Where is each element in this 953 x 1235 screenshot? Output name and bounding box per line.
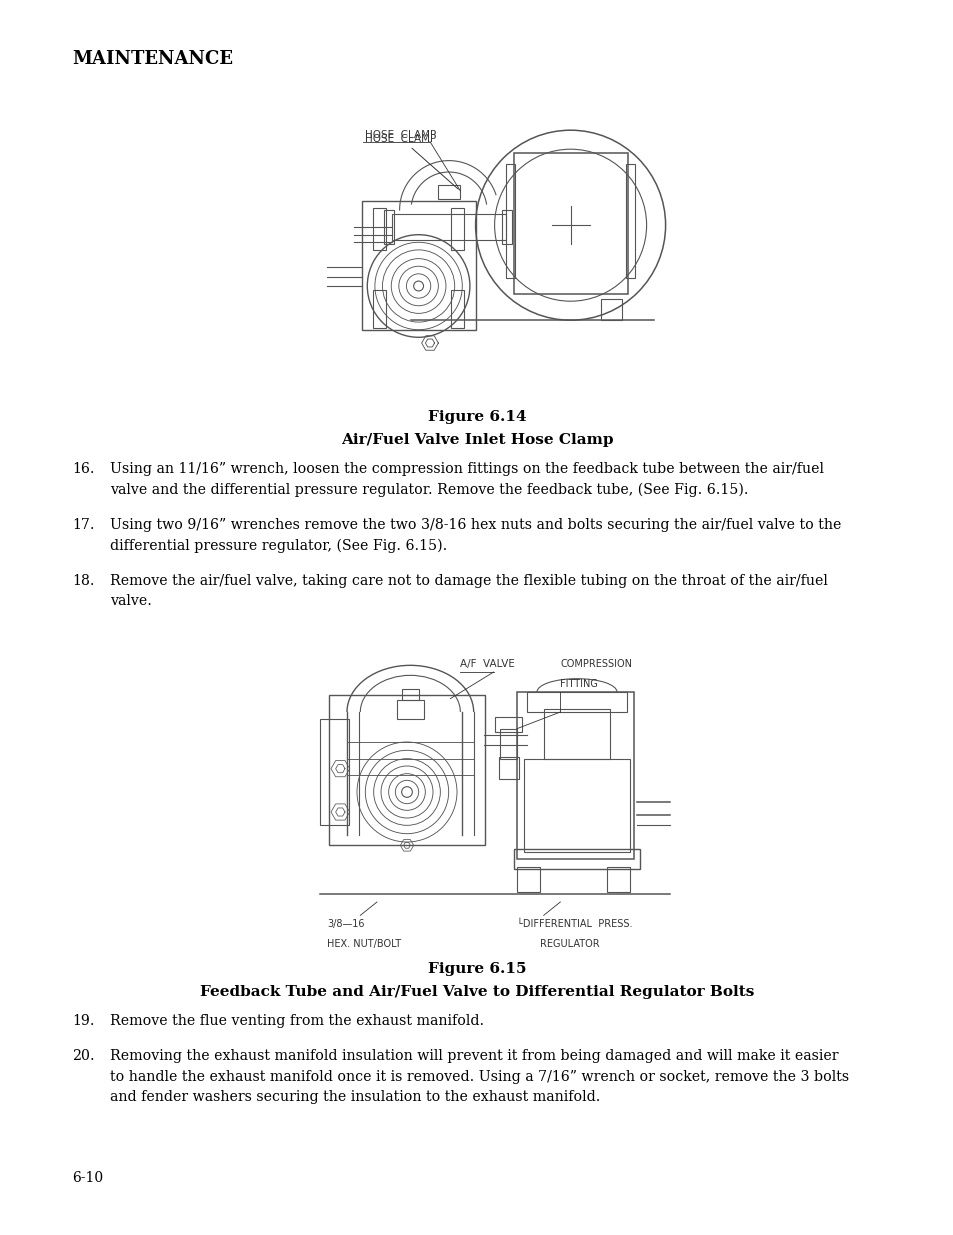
Bar: [373, 290, 386, 327]
Text: and fender washers securing the insulation to the exhaust manifold.: and fender washers securing the insulati…: [110, 1091, 599, 1104]
Bar: [498, 757, 518, 778]
Bar: [392, 214, 505, 241]
Text: Removing the exhaust manifold insulation will prevent it from being damaged and : Removing the exhaust manifold insulation…: [110, 1050, 838, 1063]
Bar: [513, 153, 627, 294]
Text: HOSE  CLAMP: HOSE CLAMP: [365, 130, 436, 140]
Text: HOSE  CLAMP: HOSE CLAMP: [365, 133, 457, 189]
Text: Using an 11/16” wrench, loosen the compression fittings on the feedback tube bet: Using an 11/16” wrench, loosen the compr…: [110, 462, 823, 475]
Bar: [401, 689, 418, 700]
Bar: [505, 164, 515, 278]
Bar: [361, 200, 476, 330]
Text: Air/Fuel Valve Inlet Hose Clamp: Air/Fuel Valve Inlet Hose Clamp: [340, 433, 613, 447]
Text: 17.: 17.: [71, 517, 94, 532]
Bar: [451, 290, 464, 327]
Bar: [396, 700, 423, 719]
Bar: [451, 209, 464, 249]
Text: 16.: 16.: [71, 462, 94, 475]
Text: Feedback Tube and Air/Fuel Valve to Differential Regulator Bolts: Feedback Tube and Air/Fuel Valve to Diff…: [199, 986, 754, 999]
Text: Remove the flue venting from the exhaust manifold.: Remove the flue venting from the exhaust…: [110, 1014, 483, 1028]
Text: 19.: 19.: [71, 1014, 94, 1028]
Bar: [523, 758, 630, 852]
Bar: [373, 209, 386, 249]
Text: REGULATOR: REGULATOR: [539, 939, 599, 948]
Text: FITTING: FITTING: [559, 679, 598, 689]
Text: Figure 6.14: Figure 6.14: [427, 410, 526, 424]
Text: Using two 9/16” wrenches remove the two 3/8-16 hex nuts and bolts securing the a: Using two 9/16” wrenches remove the two …: [110, 517, 841, 532]
Bar: [543, 709, 610, 758]
Text: 18.: 18.: [71, 574, 94, 588]
Bar: [517, 692, 633, 858]
Text: valve and the differential pressure regulator. Remove the feedback tube, (See Fi: valve and the differential pressure regu…: [110, 483, 748, 496]
Bar: [501, 210, 511, 245]
Bar: [495, 718, 521, 732]
Text: 3/8—16: 3/8—16: [327, 919, 364, 929]
Text: 6-10: 6-10: [71, 1171, 103, 1186]
Bar: [329, 695, 485, 845]
Text: Remove the air/fuel valve, taking care not to damage the flexible tubing on the : Remove the air/fuel valve, taking care n…: [110, 574, 827, 588]
Text: differential pressure regulator, (See Fig. 6.15).: differential pressure regulator, (See Fi…: [110, 538, 447, 553]
Text: Figure 6.15: Figure 6.15: [427, 962, 526, 976]
Text: └DIFFERENTIAL  PRESS.: └DIFFERENTIAL PRESS.: [517, 919, 632, 929]
Bar: [517, 867, 539, 892]
Bar: [320, 719, 348, 825]
Text: A/F  VALVE: A/F VALVE: [460, 658, 515, 668]
Text: MAINTENANCE: MAINTENANCE: [71, 49, 233, 68]
Text: 20.: 20.: [71, 1050, 94, 1063]
Bar: [437, 185, 460, 199]
Text: HEX. NUT/BOLT: HEX. NUT/BOLT: [327, 939, 400, 948]
Bar: [384, 210, 394, 245]
Text: to handle the exhaust manifold once it is removed. Using a 7/16” wrench or socke: to handle the exhaust manifold once it i…: [110, 1070, 848, 1084]
Bar: [600, 299, 621, 320]
Bar: [606, 867, 630, 892]
Bar: [499, 729, 517, 758]
Bar: [526, 692, 626, 713]
Text: COMPRESSION: COMPRESSION: [559, 658, 632, 668]
Text: valve.: valve.: [110, 594, 152, 609]
Bar: [513, 848, 639, 868]
Bar: [625, 164, 635, 278]
